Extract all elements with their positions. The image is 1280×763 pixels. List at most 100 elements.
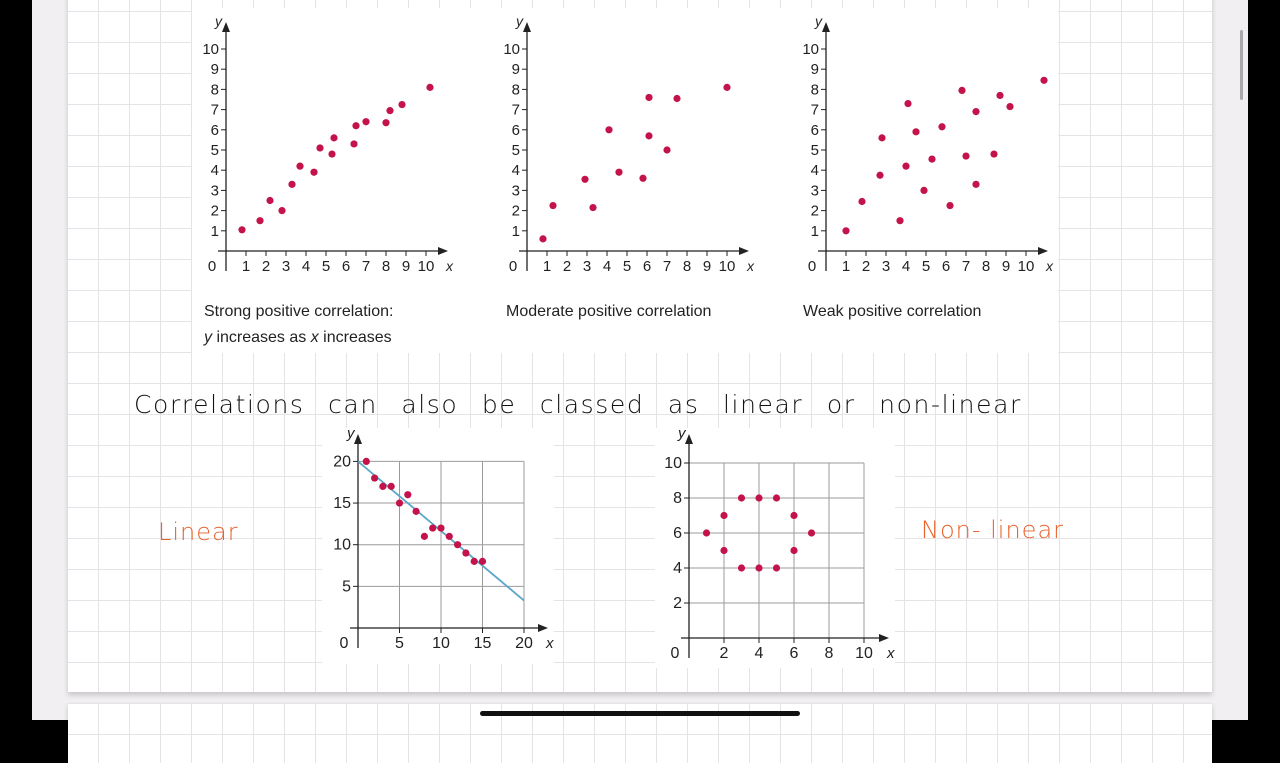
data-point bbox=[878, 134, 886, 142]
data-point bbox=[928, 155, 936, 163]
data-point bbox=[429, 524, 437, 532]
data-point bbox=[962, 152, 970, 160]
data-point bbox=[478, 557, 487, 565]
y-axis-label: y bbox=[677, 425, 687, 442]
x-tick-label: 5 bbox=[395, 635, 404, 652]
x-axis-arrow bbox=[1038, 247, 1048, 255]
text: increases bbox=[318, 329, 392, 346]
y-tick-label: 10 bbox=[802, 41, 819, 58]
data-point bbox=[946, 201, 954, 210]
y-tick-label: 10 bbox=[664, 455, 682, 472]
text: increases as bbox=[212, 329, 311, 346]
data-point bbox=[589, 203, 597, 212]
x-tick-label: 2 bbox=[563, 258, 571, 275]
data-point bbox=[938, 123, 946, 131]
data-point bbox=[990, 150, 998, 158]
data-point bbox=[581, 175, 589, 183]
x-tick-label: 5 bbox=[322, 258, 330, 275]
data-point bbox=[842, 227, 850, 235]
data-point bbox=[387, 482, 395, 490]
data-point bbox=[382, 119, 390, 127]
data-point bbox=[790, 546, 798, 555]
y-axis-arrow bbox=[685, 434, 693, 444]
origin-label: 0 bbox=[671, 645, 680, 662]
x-tick-label: 20 bbox=[515, 635, 533, 652]
data-point bbox=[723, 83, 731, 91]
data-point bbox=[350, 140, 358, 148]
data-point bbox=[296, 162, 304, 170]
data-point bbox=[645, 93, 653, 102]
data-point bbox=[772, 564, 781, 572]
y-tick-label: 6 bbox=[211, 122, 219, 139]
data-point bbox=[645, 132, 653, 140]
data-point bbox=[876, 171, 884, 179]
y-tick-label: 4 bbox=[673, 560, 682, 577]
data-point bbox=[772, 494, 781, 502]
y-tick-label: 4 bbox=[211, 162, 219, 179]
y-tick-label: 5 bbox=[512, 142, 520, 159]
data-point bbox=[904, 99, 912, 108]
data-point bbox=[958, 86, 966, 95]
x-tick-label: 4 bbox=[755, 645, 764, 662]
x-tick-label: 4 bbox=[302, 258, 310, 275]
y-tick-label: 1 bbox=[811, 223, 819, 240]
y-tick-label: 8 bbox=[811, 81, 819, 98]
x-tick-label: 8 bbox=[982, 258, 990, 275]
x-tick-label: 5 bbox=[623, 258, 631, 275]
data-point bbox=[437, 524, 445, 532]
y-tick-label: 8 bbox=[512, 81, 520, 98]
data-point bbox=[256, 217, 264, 225]
y-tick-label: 3 bbox=[211, 182, 219, 199]
data-point bbox=[238, 226, 246, 234]
y-tick-label: 2 bbox=[673, 595, 682, 612]
data-point bbox=[379, 482, 387, 490]
data-point bbox=[310, 168, 318, 176]
x-tick-label: 8 bbox=[382, 258, 390, 275]
data-point bbox=[920, 186, 928, 194]
y-tick-label: 4 bbox=[811, 162, 819, 179]
y-tick-label: 3 bbox=[811, 182, 819, 199]
data-point bbox=[720, 546, 728, 555]
x-tick-label: 4 bbox=[603, 258, 611, 275]
x-axis-arrow bbox=[538, 624, 548, 632]
x-tick-label: 2 bbox=[720, 645, 729, 662]
y-tick-label: 2 bbox=[811, 203, 819, 220]
data-point bbox=[902, 162, 910, 170]
y-tick-label: 7 bbox=[811, 102, 819, 119]
x-tick-label: 3 bbox=[282, 258, 290, 275]
caption-strong: Strong positive correlation: y increases… bbox=[204, 299, 393, 351]
origin-label: 0 bbox=[340, 635, 349, 652]
data-point bbox=[639, 174, 647, 182]
y-tick-label: 8 bbox=[211, 81, 219, 98]
y-tick-label: 1 bbox=[512, 223, 520, 240]
data-point bbox=[605, 126, 613, 134]
data-point bbox=[404, 491, 412, 499]
x-tick-label: 1 bbox=[242, 258, 250, 275]
data-point bbox=[737, 564, 746, 572]
data-point bbox=[362, 118, 370, 126]
y-tick-label: 5 bbox=[811, 142, 819, 159]
x-tick-label: 2 bbox=[262, 258, 270, 275]
vertical-scrollbar[interactable] bbox=[1240, 30, 1243, 100]
data-point bbox=[266, 196, 274, 205]
data-point bbox=[420, 532, 428, 540]
y-tick-label: 15 bbox=[333, 495, 351, 512]
data-point bbox=[278, 207, 286, 215]
data-point bbox=[972, 180, 980, 188]
x-tick-label: 3 bbox=[583, 258, 591, 275]
pasted-image-correlations bbox=[192, 8, 1058, 353]
data-point bbox=[371, 474, 379, 482]
y-axis-label: y bbox=[214, 13, 223, 29]
x-tick-label: 1 bbox=[543, 258, 551, 275]
y-tick-label: 5 bbox=[211, 142, 219, 159]
x-axis-arrow bbox=[739, 247, 749, 255]
y-tick-label: 9 bbox=[512, 61, 520, 78]
y-tick-label: 7 bbox=[211, 102, 219, 119]
x-tick-label: 8 bbox=[825, 645, 834, 662]
data-point bbox=[972, 108, 980, 116]
y-tick-label: 9 bbox=[211, 61, 219, 78]
home-indicator[interactable] bbox=[480, 711, 800, 716]
x-tick-label: 10 bbox=[855, 645, 873, 662]
y-axis-label: y bbox=[515, 13, 524, 29]
data-point bbox=[316, 144, 324, 152]
